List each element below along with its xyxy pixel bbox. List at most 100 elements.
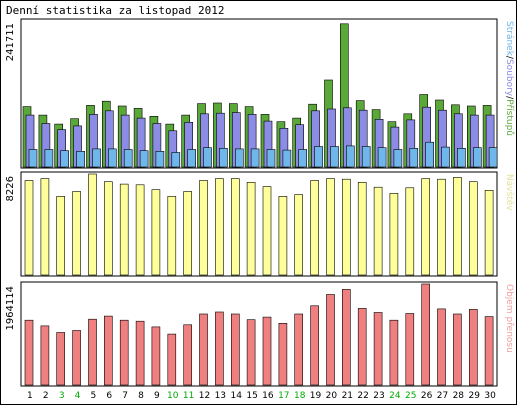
- legend-bytes: Objem přenosu: [504, 284, 514, 353]
- bar-visits-1-day-9: [151, 189, 161, 276]
- day-label-17: 17: [278, 391, 289, 401]
- bar-visits-1-day-29: [468, 181, 478, 276]
- panel-traffic-border: [20, 18, 498, 169]
- bar-bytes-1-day-12: [199, 313, 208, 386]
- bar-bytes-1-day-10: [167, 333, 177, 386]
- bar-bytes-1-day-26: [421, 283, 431, 386]
- day-label-24: 24: [389, 391, 401, 401]
- day-label-20: 20: [326, 391, 338, 401]
- day-label-18: 18: [294, 391, 306, 401]
- bar-bytes-1-day-3: [56, 332, 66, 386]
- bar-visits-1-day-11: [183, 191, 192, 276]
- bar-visits-1-day-3: [56, 196, 66, 276]
- bar-traffic-3-day-28: [457, 148, 466, 168]
- legend-item-bytes-1: Objem přenosu: [504, 284, 514, 353]
- day-label-6: 6: [106, 391, 112, 401]
- bar-traffic-3-day-25: [409, 148, 419, 168]
- bar-traffic-3-day-10: [171, 152, 181, 168]
- day-label-15: 15: [246, 391, 257, 401]
- day-label-21: 21: [342, 391, 353, 401]
- legend-item-traffic-1: Stránek: [504, 21, 514, 57]
- bar-visits-1-day-10: [167, 196, 177, 276]
- bar-traffic-3-day-8: [139, 150, 149, 168]
- bar-traffic-3-day-20: [330, 146, 339, 168]
- bar-visits-1-day-4: [72, 191, 81, 276]
- bar-bytes-1-day-24: [389, 319, 399, 386]
- bar-visits-1-day-23: [373, 186, 383, 276]
- bar-traffic-3-day-11: [187, 149, 196, 168]
- bar-bytes-1-day-13: [215, 311, 224, 386]
- bar-bytes-1-day-15: [246, 319, 256, 386]
- bar-visits-1-day-22: [357, 182, 367, 276]
- legend-separator: /: [504, 56, 514, 60]
- day-label-2: 2: [43, 391, 49, 401]
- bar-visits-1-day-30: [484, 190, 494, 276]
- day-label-26: 26: [421, 391, 433, 401]
- day-label-8: 8: [138, 391, 144, 401]
- bar-visits-1-day-24: [389, 193, 399, 276]
- day-label-11: 11: [183, 391, 194, 401]
- bar-bytes-1-day-30: [484, 316, 494, 386]
- bar-traffic-3-day-9: [155, 151, 165, 168]
- legend-item-traffic-3: Přístupů: [504, 99, 515, 136]
- bar-traffic-3-day-3: [60, 150, 70, 168]
- bar-visits-1-day-20: [326, 178, 335, 276]
- bar-visits-1-day-5: [88, 173, 97, 276]
- bar-bytes-1-day-8: [135, 320, 145, 386]
- bar-traffic-3-day-22: [361, 146, 371, 168]
- bar-visits-1-day-16: [262, 186, 272, 276]
- bar-traffic-3-day-29: [472, 147, 482, 168]
- day-label-28: 28: [453, 391, 465, 401]
- bar-traffic-3-day-13: [219, 148, 228, 168]
- bar-traffic-3-day-14: [235, 148, 244, 168]
- bar-bytes-1-day-16: [262, 316, 272, 386]
- bar-bytes-1-day-7: [119, 319, 129, 386]
- bar-traffic-3-day-15: [250, 148, 260, 168]
- bar-bytes-1-day-19: [310, 305, 319, 386]
- bar-visits-1-day-8: [135, 184, 145, 276]
- day-label-9: 9: [154, 391, 160, 401]
- bar-traffic-3-day-4: [76, 151, 85, 168]
- legend-separator: /: [504, 96, 514, 100]
- bar-bytes-1-day-27: [437, 308, 446, 386]
- bar-visits-1-day-19: [310, 180, 319, 276]
- bar-bytes-1-day-28: [453, 313, 462, 386]
- bar-bytes-1-day-2: [40, 325, 50, 386]
- legend-traffic: Stránek/Soubory/Přístupů: [504, 21, 515, 136]
- bar-traffic-3-day-12: [203, 147, 212, 168]
- bar-bytes-1-day-22: [357, 308, 367, 386]
- bar-traffic-3-day-23: [377, 147, 387, 168]
- day-label-4: 4: [75, 391, 81, 401]
- panel-bytes-border: [20, 281, 498, 387]
- bar-visits-1-day-1: [24, 180, 34, 276]
- bar-bytes-1-day-11: [183, 324, 192, 386]
- day-label-19: 19: [310, 391, 322, 401]
- bar-visits-1-day-21: [341, 178, 351, 276]
- day-label-14: 14: [230, 391, 242, 401]
- bar-bytes-1-day-1: [24, 319, 34, 386]
- bar-bytes-1-day-23: [373, 312, 383, 386]
- bar-bytes-1-day-14: [231, 313, 240, 386]
- bar-traffic-3-day-7: [123, 149, 133, 168]
- day-label-16: 16: [262, 391, 274, 401]
- day-label-13: 13: [215, 391, 226, 401]
- bar-traffic-3-day-26: [425, 141, 435, 168]
- legend-item-traffic-2: Soubory: [504, 59, 514, 97]
- bar-bytes-1-day-21: [341, 289, 351, 386]
- legend-visits: Návštěv: [504, 174, 515, 211]
- bar-bytes-1-day-6: [104, 315, 113, 386]
- day-label-25: 25: [405, 391, 416, 401]
- bar-visits-1-day-15: [246, 182, 256, 276]
- day-label-30: 30: [484, 391, 496, 401]
- bar-bytes-1-day-25: [405, 313, 415, 386]
- day-label-12: 12: [199, 391, 210, 401]
- bar-traffic-3-day-21: [345, 145, 355, 168]
- bar-traffic-3-day-16: [266, 149, 276, 168]
- bar-bytes-1-day-9: [151, 326, 161, 386]
- bar-visits-1-day-12: [199, 180, 208, 276]
- bar-traffic-3-day-30: [488, 147, 498, 168]
- bar-bytes-1-day-17: [278, 322, 288, 386]
- bar-visits-1-day-25: [405, 187, 415, 276]
- bar-visits-1-day-28: [453, 177, 462, 276]
